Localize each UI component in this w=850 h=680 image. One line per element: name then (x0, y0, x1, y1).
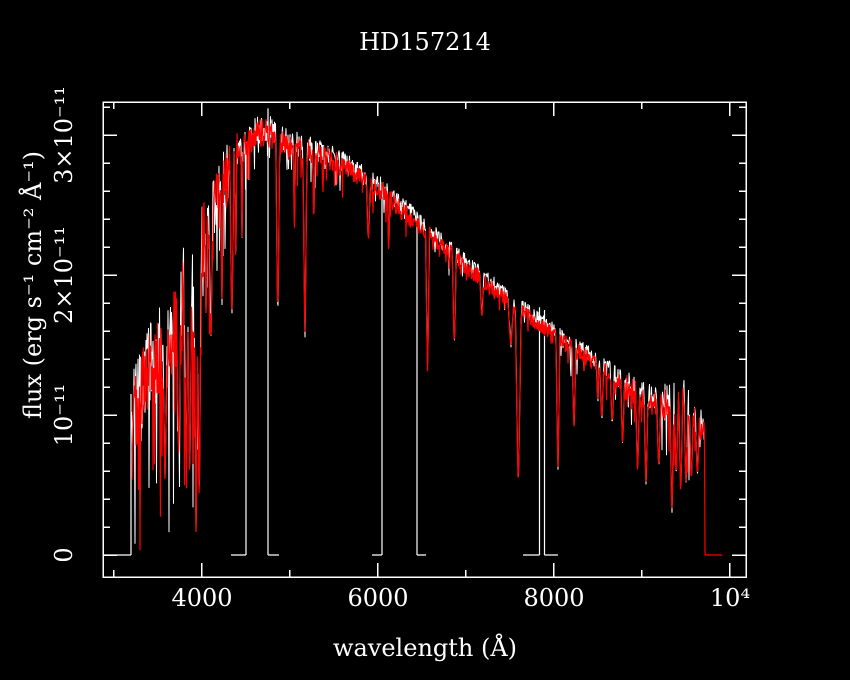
x-tick-label: 4000 (171, 584, 233, 612)
y-tick-label: 0 (50, 547, 78, 563)
reference-gap-markers (103, 108, 558, 556)
x-tick-label: 10⁴ (709, 584, 751, 612)
y-axis-title: flux (erg s⁻¹ cm⁻² Å⁻¹) (19, 151, 47, 419)
y-tick-label: 10⁻¹¹ (50, 383, 78, 447)
x-tick-label: 8000 (523, 584, 585, 612)
x-tick-label: 6000 (347, 584, 409, 612)
plot-frame (102, 101, 747, 578)
plot-title: HD157214 (359, 28, 491, 56)
axis-ticks (103, 102, 746, 577)
x-axis-title: wavelength (Å) (332, 634, 518, 662)
observed-spectrum-path (131, 119, 722, 556)
y-tick-label: 3×10⁻¹¹ (50, 86, 78, 184)
y-tick-label: 2×10⁻¹¹ (50, 226, 78, 324)
